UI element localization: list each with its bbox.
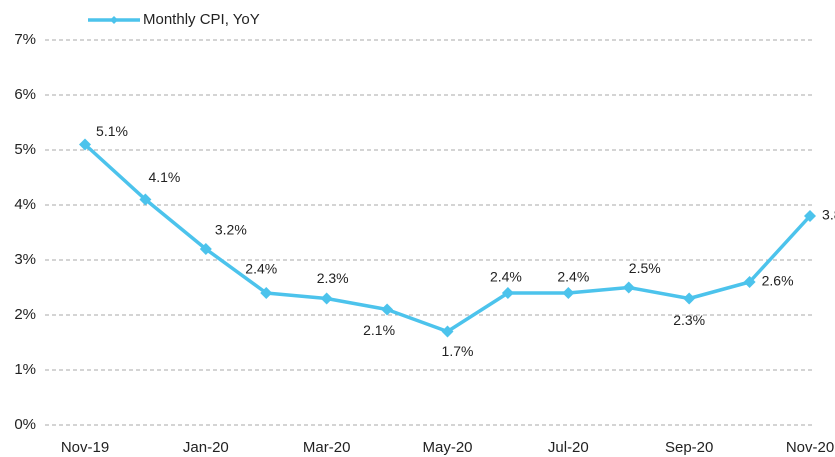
y-tick-label: 7% [14,31,36,48]
y-tick-label: 1% [14,361,36,378]
point-marker [381,303,394,316]
data-label: 2.6% [762,273,794,289]
legend-marker [110,16,118,24]
point-marker [260,287,273,299]
point-marker [562,287,575,299]
data-label: 1.7% [442,343,474,359]
data-label: 2.4% [245,261,277,277]
data-label: 2.3% [317,270,349,286]
data-label: 2.4% [490,269,522,285]
data-label: 4.1% [148,169,180,185]
x-tick-label: Jul-20 [548,439,589,456]
y-tick-label: 4% [14,196,36,213]
point-marker [501,287,514,299]
x-tick-label: Nov-20 [786,439,834,456]
data-label: 2.4% [557,269,589,285]
y-tick-label: 5% [14,141,36,158]
point-marker [622,281,635,294]
y-tick-label: 3% [14,251,36,268]
point-marker [743,276,756,288]
data-label: 2.3% [673,312,705,328]
x-tick-label: Sep-20 [665,439,713,456]
point-marker [320,292,333,305]
x-tick-label: Mar-20 [303,439,351,456]
point-marker [804,210,816,222]
x-tick-label: May-20 [422,439,472,456]
x-tick-label: Jan-20 [183,439,229,456]
y-tick-label: 6% [14,86,36,103]
data-label: 2.5% [629,260,661,276]
legend-label: Monthly CPI, YoY [143,11,260,28]
x-tick-label: Nov-19 [61,439,109,456]
data-label: 3.2% [215,222,247,238]
point-marker [79,138,91,151]
point-marker [199,243,212,255]
y-tick-label: 0% [14,416,36,433]
point-marker [139,193,152,206]
point-marker [441,325,454,338]
y-tick-label: 2% [14,306,36,323]
series-line [83,143,812,334]
data-label: 5.1% [96,123,128,139]
data-label: 3.8% [822,207,835,223]
point-marker [683,292,696,305]
data-label: 2.1% [363,322,395,338]
